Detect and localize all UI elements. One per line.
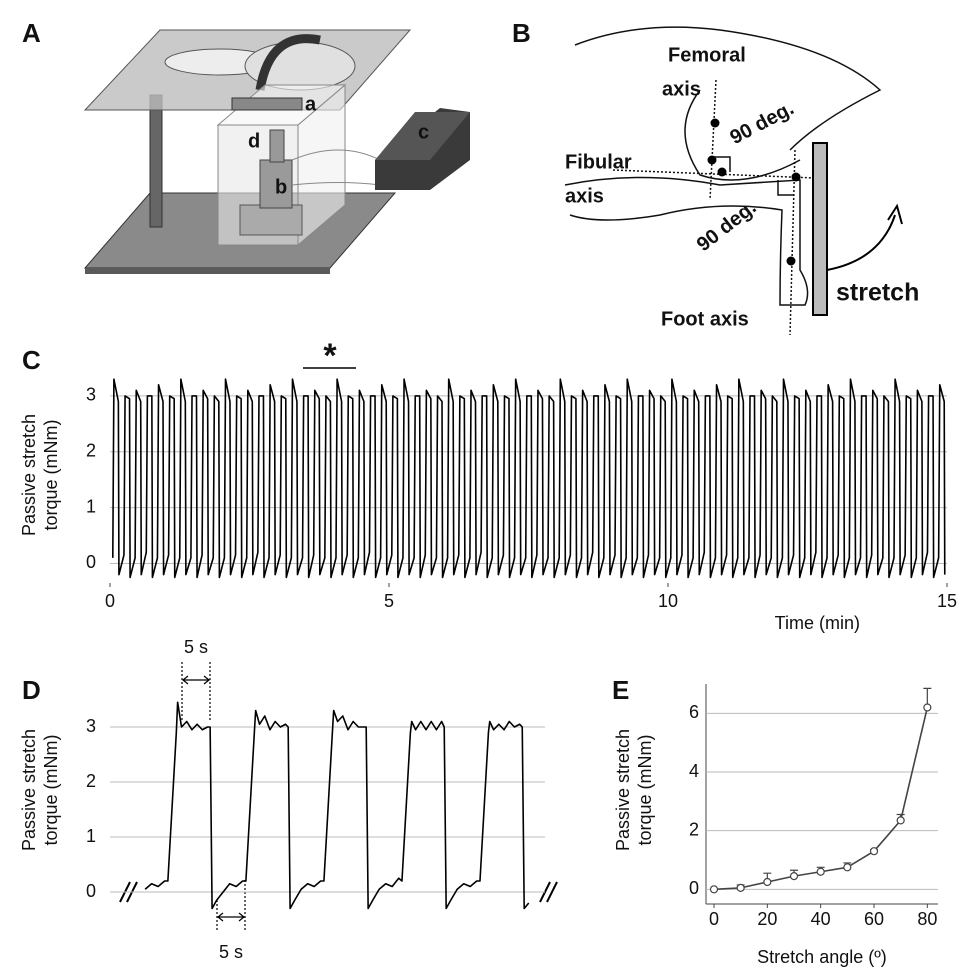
- axis-points: [707, 118, 801, 266]
- point: [736, 883, 745, 892]
- x-tick-label: 0: [709, 909, 719, 929]
- stretch-plate: [812, 142, 828, 316]
- y-tick-label: 3: [86, 385, 96, 405]
- y-tick-label: 2: [86, 771, 96, 791]
- angle-label: 90 deg.: [693, 196, 761, 256]
- y-axis-label: Passive stretch: [19, 414, 39, 536]
- point: [816, 867, 825, 876]
- y-tick-label: 1: [86, 826, 96, 846]
- apparatus-drawing: [83, 29, 470, 274]
- x-tick-label: 0: [105, 591, 115, 611]
- x-axis-label: Time (min): [775, 613, 860, 633]
- trace: [144, 701, 530, 910]
- part-label: b: [275, 176, 287, 198]
- panel-label: B: [512, 18, 531, 48]
- point: [763, 877, 772, 887]
- y-axis-label: torque (mNm): [41, 734, 61, 845]
- panel-label: A: [22, 18, 41, 48]
- panel-label: D: [22, 675, 41, 705]
- y-axis-label: Passive stretch: [19, 729, 39, 851]
- x-tick-label: 15: [937, 591, 957, 611]
- femoral-label: axis: [662, 78, 701, 100]
- x-tick-label: 80: [917, 909, 937, 929]
- annotation: 5 s: [219, 942, 243, 962]
- part-label: a: [305, 93, 317, 115]
- stretch-arrow: [826, 214, 896, 271]
- foot-axis-label: Foot axis: [661, 308, 749, 330]
- x-tick-label: 10: [658, 591, 678, 611]
- point: [843, 863, 852, 872]
- fibular-label: Fibular: [565, 151, 632, 173]
- y-tick-label: 0: [689, 878, 699, 898]
- part-label: c: [418, 121, 429, 143]
- fibular-label: axis: [565, 185, 604, 207]
- point: [869, 847, 879, 856]
- y-tick-label: 3: [86, 716, 96, 736]
- point: [789, 872, 799, 881]
- angle-label: 90 deg.: [726, 97, 797, 149]
- trace: [111, 378, 946, 579]
- y-tick-label: 2: [689, 819, 699, 839]
- stretch-label: stretch: [836, 279, 919, 307]
- x-tick-label: 20: [757, 909, 777, 929]
- annotation: *: [323, 337, 337, 375]
- x-axis-label: Stretch angle (º): [757, 947, 887, 967]
- y-tick-label: 0: [86, 881, 96, 901]
- point: [896, 816, 905, 825]
- y-tick-label: 4: [689, 761, 699, 781]
- stretch-arrowhead: [887, 203, 903, 225]
- panel-label: E: [612, 675, 629, 705]
- annotation: 5 s: [184, 637, 208, 657]
- y-axis-label: Passive stretch: [613, 729, 633, 851]
- y-tick-label: 2: [86, 441, 96, 461]
- panel-label: C: [22, 345, 41, 375]
- x-tick-label: 40: [811, 909, 831, 929]
- y-tick-label: 1: [86, 496, 96, 516]
- femoral-label: Femoral: [668, 44, 746, 66]
- point: [709, 885, 719, 894]
- y-axis-label: torque (mNm): [41, 419, 61, 530]
- time-markers: [119, 662, 558, 930]
- point: [923, 703, 932, 712]
- y-tick-label: 6: [689, 702, 699, 722]
- trace: [713, 707, 929, 891]
- x-tick-label: 60: [864, 909, 884, 929]
- y-axis-label: torque (mNm): [635, 734, 655, 845]
- part-label: d: [248, 130, 260, 152]
- y-tick-label: 0: [86, 552, 96, 572]
- leg-drawing: [564, 26, 882, 336]
- x-tick-label: 5: [384, 591, 394, 611]
